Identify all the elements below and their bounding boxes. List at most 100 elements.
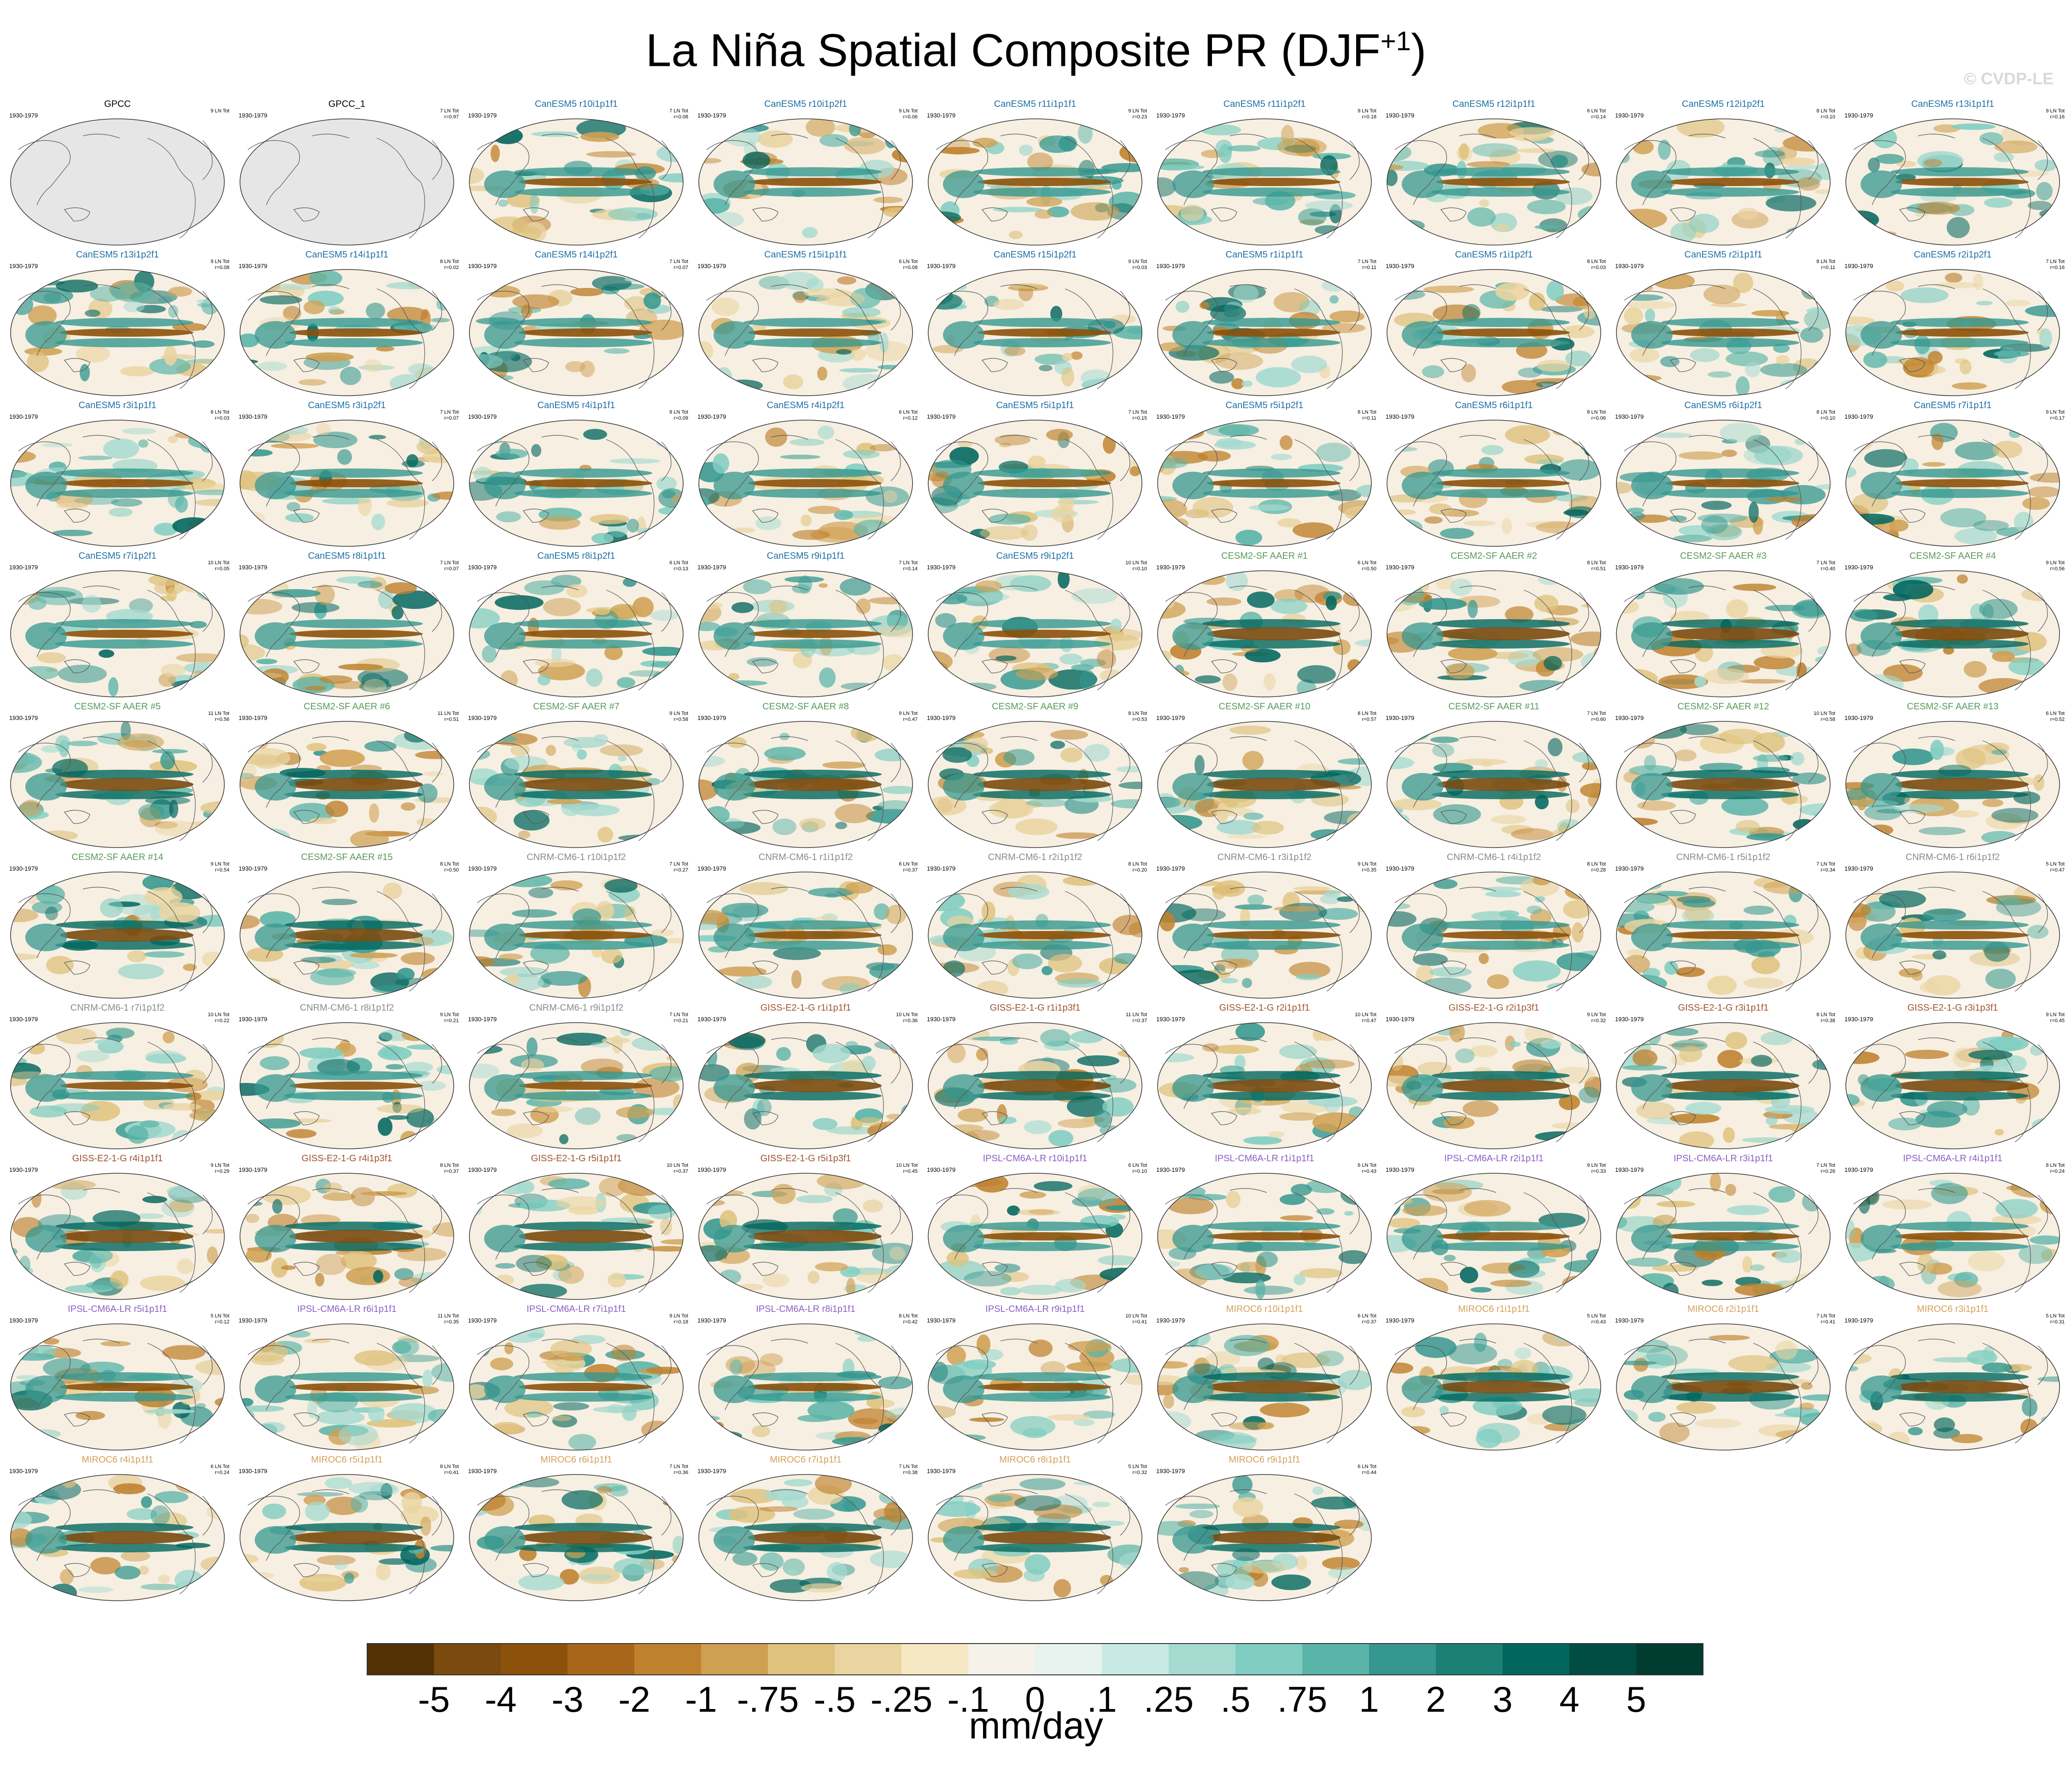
panel-correlation: r=0.07 <box>444 415 459 421</box>
map-panel: CESM2-SF AAER #5 1930-1979 11 LN Tot r=0.56 <box>5 702 230 851</box>
panel-years: 1930-1979 <box>9 865 38 872</box>
panel-correlation: r=0.15 <box>1132 415 1147 421</box>
panel-stats: 7 LN Tot r=0.27 <box>669 861 688 873</box>
panel-stats: 9 LN Tot r=0.29 <box>211 1163 229 1175</box>
panel-count: 8 LN Tot <box>1587 560 1606 566</box>
panel-correlation: r=0.23 <box>1132 114 1147 120</box>
panel-stats: 9 LN Tot r=0.33 <box>1587 1163 1606 1175</box>
panel-years: 1930-1979 <box>1615 714 1644 721</box>
panel-stats: 9 LN Tot r=0.16 <box>2046 108 2065 120</box>
panel-years: 1930-1979 <box>1844 865 1873 872</box>
panel-correlation: r=0.47 <box>2050 867 2065 873</box>
panel-years: 1930-1979 <box>9 1016 38 1023</box>
panel-count: 7 LN Tot <box>899 1464 918 1469</box>
panel-correlation: r=0.02 <box>444 265 459 270</box>
panel-title: CanESM5 r5i1p1f1 <box>996 400 1074 410</box>
map-plot <box>10 269 225 396</box>
panel-count: 7 LN Tot <box>1587 711 1606 716</box>
panel-correlation: r=0.34 <box>1820 867 1836 873</box>
panel-stats: 5 LN Tot r=0.47 <box>2046 861 2065 873</box>
panel-count: 6 LN Tot <box>1358 1313 1376 1319</box>
map-plot <box>1845 118 2060 246</box>
panel-title: GISS-E2-1-G r5i1p1f1 <box>531 1153 622 1164</box>
panel-years: 1930-1979 <box>1615 865 1644 872</box>
panel-years: 1930-1979 <box>239 413 268 420</box>
map-panel: GISS-E2-1-G r5i1p3f1 1930-1979 10 LN Tot r=… <box>693 1153 919 1303</box>
panel-count: 8 LN Tot <box>1816 410 1835 415</box>
map-plot <box>1845 570 2060 697</box>
map-panel: CanESM5 r15i1p2f1 1930-1979 9 LN Tot r=0.03 <box>922 250 1148 399</box>
panel-title: CanESM5 r12i1p2f1 <box>1681 99 1765 109</box>
panel-correlation: r=0.58 <box>1820 717 1836 722</box>
panel-years: 1930-1979 <box>1156 1468 1185 1474</box>
map-panel: IPSL-CM6A-LR r3i1p1f1 1930-1979 7 LN Tot r=… <box>1610 1153 1836 1303</box>
panel-count: 8 LN Tot <box>1358 410 1376 415</box>
panel-title: MIROC6 r7i1p1f1 <box>770 1455 842 1465</box>
map-plot <box>698 1474 913 1601</box>
panel-count: 7 LN Tot <box>2046 259 2065 264</box>
panel-stats: 7 LN Tot r=0.36 <box>669 1464 688 1476</box>
map-plot <box>469 1022 684 1149</box>
panel-stats: 9 LN Tot r=0.45 <box>2046 1012 2065 1024</box>
panel-years: 1930-1979 <box>927 865 956 872</box>
map-panel: CESM2-SF AAER #2 1930-1979 8 LN Tot r=0.51 <box>1381 551 1607 701</box>
map-plot <box>1845 721 2060 848</box>
map-plot <box>10 721 225 848</box>
panel-correlation: r=0.16 <box>2050 265 2065 270</box>
panel-years: 1930-1979 <box>1386 263 1415 269</box>
map-plot <box>928 118 1142 246</box>
panel-years: 1930-1979 <box>927 564 956 571</box>
panel-count: 6 LN Tot <box>1587 108 1606 114</box>
panel-title: CanESM5 r6i1p1f1 <box>1455 400 1533 410</box>
map-plot <box>698 570 913 697</box>
panel-count: 6 LN Tot <box>2046 711 2065 716</box>
panel-correlation: r=0.27 <box>673 867 689 873</box>
map-panel: CESM2-SF AAER #13 1930-1979 6 LN Tot r=0.52 <box>1840 702 2066 851</box>
panel-count: 9 LN Tot <box>1587 1163 1606 1168</box>
panel-years: 1930-1979 <box>927 413 956 420</box>
panel-years: 1930-1979 <box>697 714 726 721</box>
panel-years: 1930-1979 <box>9 564 38 571</box>
panel-correlation: r=0.36 <box>903 1018 918 1024</box>
panel-years: 1930-1979 <box>1156 564 1185 571</box>
map-plot <box>469 570 684 697</box>
map-panel: CNRM-CM6-1 r1i1p1f2 1930-1979 6 LN Tot r=0.… <box>693 852 919 1002</box>
panel-correlation: r=0.31 <box>2050 1319 2065 1325</box>
panel-title: MIROC6 r2i1p1f1 <box>1687 1304 1759 1314</box>
colorbar-swatch <box>835 1644 902 1675</box>
panel-correlation: r=0.16 <box>2050 114 2065 120</box>
panel-stats: 7 LN Tot r=0.11 <box>1358 259 1376 271</box>
map-panel: IPSL-CM6A-LR r5i1p1f1 1930-1979 5 LN Tot r=… <box>5 1304 230 1454</box>
map-plot <box>469 872 684 999</box>
map-panel: IPSL-CM6A-LR r8i1p1f1 1930-1979 8 LN Tot r=… <box>693 1304 919 1454</box>
panel-count: 7 LN Tot <box>440 410 459 415</box>
panel-years: 1930-1979 <box>239 1016 268 1023</box>
panel-correlation: r=0.28 <box>1591 867 1606 873</box>
panel-title: CESM2-SF AAER #4 <box>1909 551 1996 561</box>
panel-count: 6 LN Tot <box>899 861 918 867</box>
panel-title: CESM2-SF AAER #2 <box>1451 551 1537 561</box>
panel-title: CESM2-SF AAER #1 <box>1221 551 1308 561</box>
map-panel: CanESM5 r6i1p2f1 1930-1979 8 LN Tot r=0.10 <box>1610 400 1836 550</box>
panel-title: CanESM5 r4i1p1f1 <box>537 400 615 410</box>
panel-years: 1930-1979 <box>697 1468 726 1474</box>
panel-years: 1930-1979 <box>1386 714 1415 721</box>
panel-correlation: r=0.56 <box>215 717 230 722</box>
map-panel: CESM2-SF AAER #4 1930-1979 9 LN Tot r=0.56 <box>1840 551 2066 701</box>
map-panel: CESM2-SF AAER #7 1930-1979 9 LN Tot r=0.58 <box>463 702 689 851</box>
map-panel: CNRM-CM6-1 r5i1p1f2 1930-1979 7 LN Tot r=0.… <box>1610 852 1836 1002</box>
panel-stats: 7 LN Tot r=0.08 <box>669 108 688 120</box>
panel-years: 1930-1979 <box>468 413 497 420</box>
panel-correlation: r=0.13 <box>673 566 689 572</box>
panel-stats: 9 LN Tot r=0.32 <box>1587 1012 1606 1024</box>
panel-stats: 9 LN Tot r=0.06 <box>899 108 918 120</box>
watermark: © CVDP-LE <box>1964 69 2054 88</box>
panel-title: CNRM-CM6-1 r4i1p1f2 <box>1446 852 1541 862</box>
map-plot <box>240 420 454 547</box>
map-plot <box>1845 872 2060 999</box>
panel-stats: 9 LN Tot r=0.17 <box>2046 410 2065 421</box>
map-panel: CanESM5 r9i1p1f1 1930-1979 7 LN Tot r=0.14 <box>693 551 919 701</box>
panel-years: 1930-1979 <box>9 1166 38 1173</box>
panel-correlation: r=0.10 <box>1132 566 1147 572</box>
panel-stats: 6 LN Tot r=0.13 <box>669 560 688 572</box>
